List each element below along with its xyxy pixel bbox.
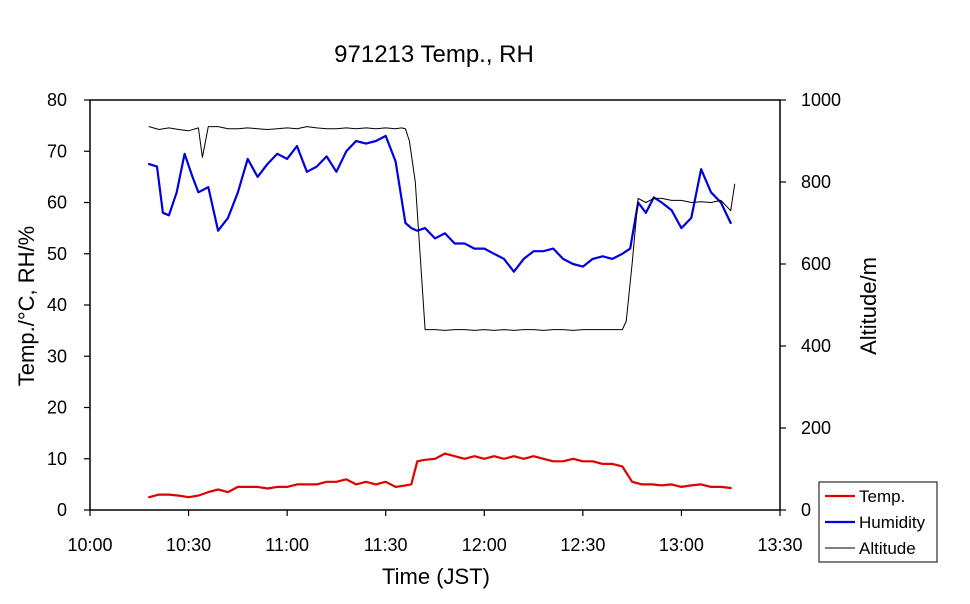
y-tick-label: 80: [47, 90, 67, 110]
y-tick-label: 70: [47, 141, 67, 161]
y-axis-label: Temp./°C, RH/%: [14, 226, 39, 386]
legend-label-altitude: Altitude: [859, 539, 916, 558]
x-tick-label: 12:30: [560, 535, 605, 555]
y-tick-label: 0: [57, 500, 67, 520]
y-tick-label: 20: [47, 398, 67, 418]
y2-tick-label: 200: [801, 418, 831, 438]
legend: Temp. Humidity Altitude: [818, 481, 938, 563]
y-tick-label: 60: [47, 193, 67, 213]
x-tick-label: 12:00: [462, 535, 507, 555]
y-tick-label: 40: [47, 295, 67, 315]
y-axis-ticks: 0 10 20 30 40 50 60 70 80: [47, 90, 90, 520]
y2-tick-label: 400: [801, 336, 831, 356]
x-tick-label: 11:00: [265, 535, 309, 555]
legend-label-humidity: Humidity: [859, 513, 926, 532]
y2-axis-label: Altitude/m: [856, 257, 881, 355]
x-tick-label: 10:00: [67, 535, 112, 555]
y-tick-label: 50: [47, 244, 67, 264]
x-tick-label: 13:30: [757, 535, 802, 555]
series-line-humidity: [148, 134, 732, 273]
x-axis-label: Time (JST): [382, 564, 490, 589]
y-tick-label: 10: [47, 449, 67, 469]
y2-tick-label: 0: [801, 500, 811, 520]
x-tick-label: 11:30: [364, 535, 408, 555]
y2-tick-label: 800: [801, 172, 831, 192]
x-tick-label: 13:00: [659, 535, 704, 555]
series-line-altitude: [148, 126, 736, 331]
series-line-temp: [148, 452, 732, 499]
y-tick-label: 30: [47, 346, 67, 366]
y2-axis-ticks: 0 200 400 600 800 1000: [780, 90, 841, 520]
x-axis-ticks: 10:00 10:30 11:00 11:30 12:00 12:30 13:00 13:30: [67, 510, 803, 555]
x-tick-label: 10:30: [166, 535, 211, 555]
y2-tick-label: 600: [801, 254, 831, 274]
chart-title: 971213 Temp., RH: [334, 41, 534, 68]
legend-label-temp: Temp.: [859, 487, 905, 506]
series-layer: [148, 126, 736, 499]
y2-tick-label: 1000: [801, 90, 841, 110]
